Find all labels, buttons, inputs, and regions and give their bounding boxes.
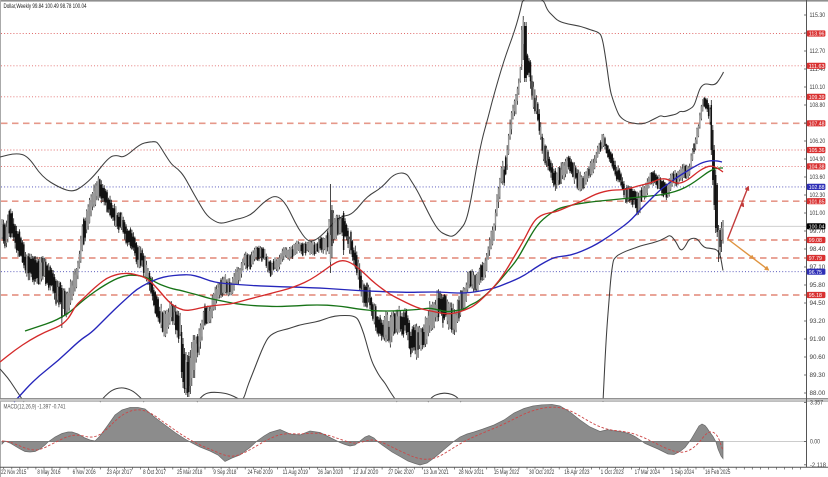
svg-text:101.00: 101.00 xyxy=(810,211,826,217)
svg-text:1 Sep 2024: 1 Sep 2024 xyxy=(671,470,694,476)
svg-text:16 Apr 2023: 16 Apr 2023 xyxy=(564,470,590,476)
svg-text:97.10: 97.10 xyxy=(810,265,826,271)
svg-text:1 Oct 2023: 1 Oct 2023 xyxy=(601,470,625,476)
svg-text:26 Jan 2020: 26 Jan 2020 xyxy=(318,470,344,476)
svg-text:91.90: 91.90 xyxy=(810,337,826,343)
svg-text:25 Mar 2018: 25 Mar 2018 xyxy=(177,470,203,476)
svg-text:12 Jul 2020: 12 Jul 2020 xyxy=(353,470,379,476)
svg-text:113.96: 113.96 xyxy=(809,32,825,38)
svg-text:100.04: 100.04 xyxy=(809,225,825,231)
svg-text:28 Nov 2021: 28 Nov 2021 xyxy=(459,470,485,476)
svg-text:111.40: 111.40 xyxy=(810,67,826,73)
svg-text:Dollar,Weekly 99.84 100.49 98: Dollar,Weekly 99.84 100.49 98.78 100.04 xyxy=(4,3,87,10)
svg-text:MACD(12,26,9) -1.397 -0.741: MACD(12,26,9) -1.397 -0.741 xyxy=(4,405,67,411)
svg-text:16 Feb 2025: 16 Feb 2025 xyxy=(705,470,731,476)
svg-text:90.60: 90.60 xyxy=(810,355,826,361)
svg-text:115.30: 115.30 xyxy=(810,13,826,19)
svg-text:104.38: 104.38 xyxy=(809,165,825,171)
svg-text:6 Nov 2016: 6 Nov 2016 xyxy=(73,470,96,476)
svg-text:109.39: 109.39 xyxy=(809,95,825,101)
svg-text:95.80: 95.80 xyxy=(810,283,826,289)
svg-text:97.79: 97.79 xyxy=(809,256,822,262)
svg-text:102.88: 102.88 xyxy=(809,185,825,191)
svg-text:11 Aug 2019: 11 Aug 2019 xyxy=(283,470,309,476)
svg-text:3.357: 3.357 xyxy=(810,400,823,407)
svg-text:0.00: 0.00 xyxy=(810,439,820,446)
svg-text:96.75: 96.75 xyxy=(809,270,823,276)
svg-text:107.48: 107.48 xyxy=(809,122,825,128)
svg-text:93.20: 93.20 xyxy=(810,319,826,325)
svg-text:30 Oct 2022: 30 Oct 2022 xyxy=(529,470,555,476)
svg-text:108.80: 108.80 xyxy=(810,103,826,109)
svg-text:111.63: 111.63 xyxy=(809,64,825,70)
svg-text:94.50: 94.50 xyxy=(810,301,826,307)
svg-text:22 Nov 2015: 22 Nov 2015 xyxy=(1,470,27,476)
svg-text:17 Mar 2024: 17 Mar 2024 xyxy=(635,470,661,476)
svg-text:95.18: 95.18 xyxy=(809,293,823,299)
svg-text:88.00: 88.00 xyxy=(810,391,826,397)
svg-text:23 Apr 2017: 23 Apr 2017 xyxy=(107,470,133,476)
svg-text:27 Dec 2020: 27 Dec 2020 xyxy=(388,470,414,476)
svg-text:15 May 2022: 15 May 2022 xyxy=(494,470,520,476)
svg-text:99.08: 99.08 xyxy=(809,238,823,244)
svg-text:9 Sep 2018: 9 Sep 2018 xyxy=(213,470,236,476)
svg-text:8 May 2016: 8 May 2016 xyxy=(37,470,60,476)
svg-text:89.30: 89.30 xyxy=(810,373,826,379)
svg-text:8 Oct 2017: 8 Oct 2017 xyxy=(143,470,167,476)
svg-text:105.36: 105.36 xyxy=(809,148,825,154)
svg-text:13 Jun 2021: 13 Jun 2021 xyxy=(423,470,449,476)
svg-text:104.90: 104.90 xyxy=(810,157,826,163)
svg-text:98.40: 98.40 xyxy=(810,247,826,253)
svg-text:103.60: 103.60 xyxy=(810,175,826,181)
svg-text:99.70: 99.70 xyxy=(810,229,826,235)
svg-text:101.85: 101.85 xyxy=(809,199,825,205)
svg-text:102.30: 102.30 xyxy=(810,193,826,199)
svg-text:110.10: 110.10 xyxy=(810,85,826,91)
svg-text:-2.118: -2.118 xyxy=(810,462,827,469)
svg-text:112.70: 112.70 xyxy=(810,49,826,55)
svg-text:24 Feb 2019: 24 Feb 2019 xyxy=(247,470,273,476)
svg-text:106.20: 106.20 xyxy=(810,139,826,145)
